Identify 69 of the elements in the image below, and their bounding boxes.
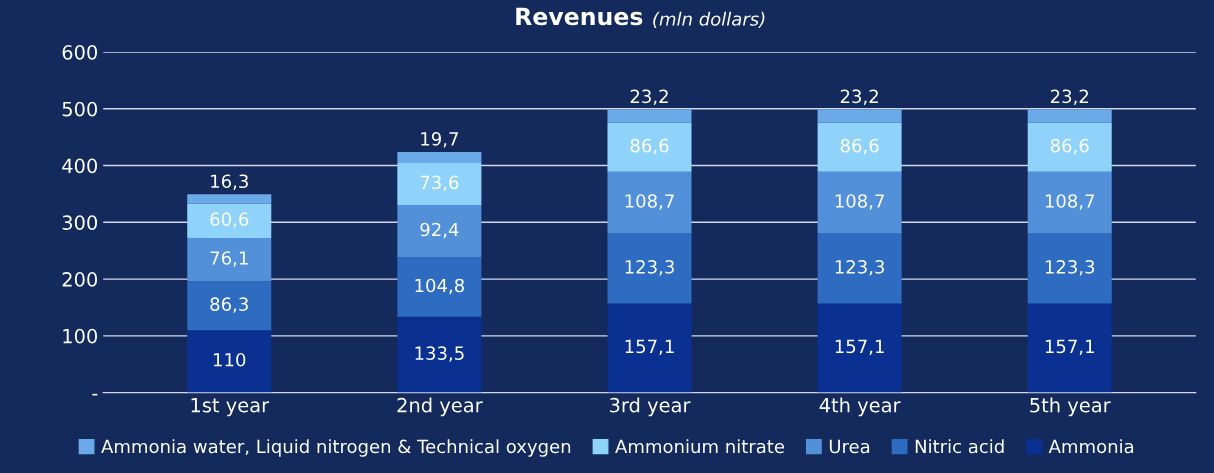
bar <box>397 257 482 317</box>
data-label: 123,3 <box>625 260 674 276</box>
y-tick-label: 100 <box>63 328 98 344</box>
bar <box>187 203 272 238</box>
data-label: 123,3 <box>1045 260 1095 276</box>
legend-label: Ammonia water, Liquid nitrogen & Technical oxygen <box>101 439 571 457</box>
data-label: 86,6 <box>1050 138 1089 155</box>
data-label: 133,5 <box>415 346 464 362</box>
bar <box>187 281 272 331</box>
y-tick-label: 400 <box>62 158 98 174</box>
legend-label: Nitric acid <box>915 439 1004 454</box>
data-label: 86,3 <box>210 297 248 313</box>
bar <box>817 303 902 393</box>
x-tick-label: 1st year <box>191 398 270 417</box>
bar <box>1027 109 1112 123</box>
y-tick-label: 600 <box>62 44 98 60</box>
bar <box>397 151 482 164</box>
data-label: 76,1 <box>210 251 248 267</box>
legend-label: Ammonium nitrate <box>615 439 785 454</box>
x-tick-label: 3rd year <box>610 397 691 417</box>
y-tick-label: 200 <box>62 272 98 287</box>
data-label: 73,6 <box>420 175 459 192</box>
bar <box>607 303 692 393</box>
bar <box>607 233 692 304</box>
data-label: 108,7 <box>625 194 674 210</box>
data-label: 123,3 <box>835 260 884 276</box>
data-label: 104,8 <box>415 278 464 295</box>
bar <box>1027 171 1112 234</box>
data-label: 86,6 <box>840 138 879 155</box>
data-label: 86,6 <box>630 138 669 155</box>
chart-subtitle: (mln dollars) <box>653 11 765 28</box>
legend-label: Urea <box>829 439 870 454</box>
x-tick-label: 4th year <box>819 397 901 417</box>
y-tick-label: - <box>92 393 98 396</box>
data-label: 23,2 <box>840 89 878 105</box>
bar <box>1027 233 1112 304</box>
bar <box>607 171 692 234</box>
data-label: 19,7 <box>421 131 458 148</box>
data-label: 23,2 <box>1050 89 1089 105</box>
bar <box>187 330 272 393</box>
data-label: 108,7 <box>835 194 884 210</box>
bar <box>817 233 902 304</box>
bar <box>1027 303 1112 393</box>
legend-label: Ammonia <box>1048 439 1134 454</box>
y-tick-label: 300 <box>62 215 98 230</box>
data-label: 157,1 <box>625 339 674 356</box>
bar <box>397 316 482 393</box>
data-label: 60,6 <box>210 212 249 228</box>
y-tick-label: 500 <box>62 101 98 117</box>
bar <box>397 204 482 258</box>
bar <box>187 237 272 282</box>
data-label: 92,4 <box>420 222 459 239</box>
bar <box>607 122 692 172</box>
bar <box>817 122 902 172</box>
x-tick-label: 5th year <box>1030 397 1111 417</box>
data-label: 110 <box>214 352 246 367</box>
bar <box>1027 122 1112 172</box>
bar <box>607 109 692 123</box>
chart-title: Revenues <box>516 7 643 26</box>
data-label: 108,7 <box>1045 194 1095 210</box>
bar <box>397 163 482 205</box>
bar <box>187 194 272 204</box>
x-tick-label: 2nd year <box>397 397 483 417</box>
data-label: 157,1 <box>1045 339 1094 356</box>
data-label: 157,1 <box>835 339 884 356</box>
data-label: 16,3 <box>211 174 248 190</box>
data-label: 23,2 <box>630 89 668 105</box>
bar <box>817 171 902 234</box>
bar <box>817 109 902 123</box>
